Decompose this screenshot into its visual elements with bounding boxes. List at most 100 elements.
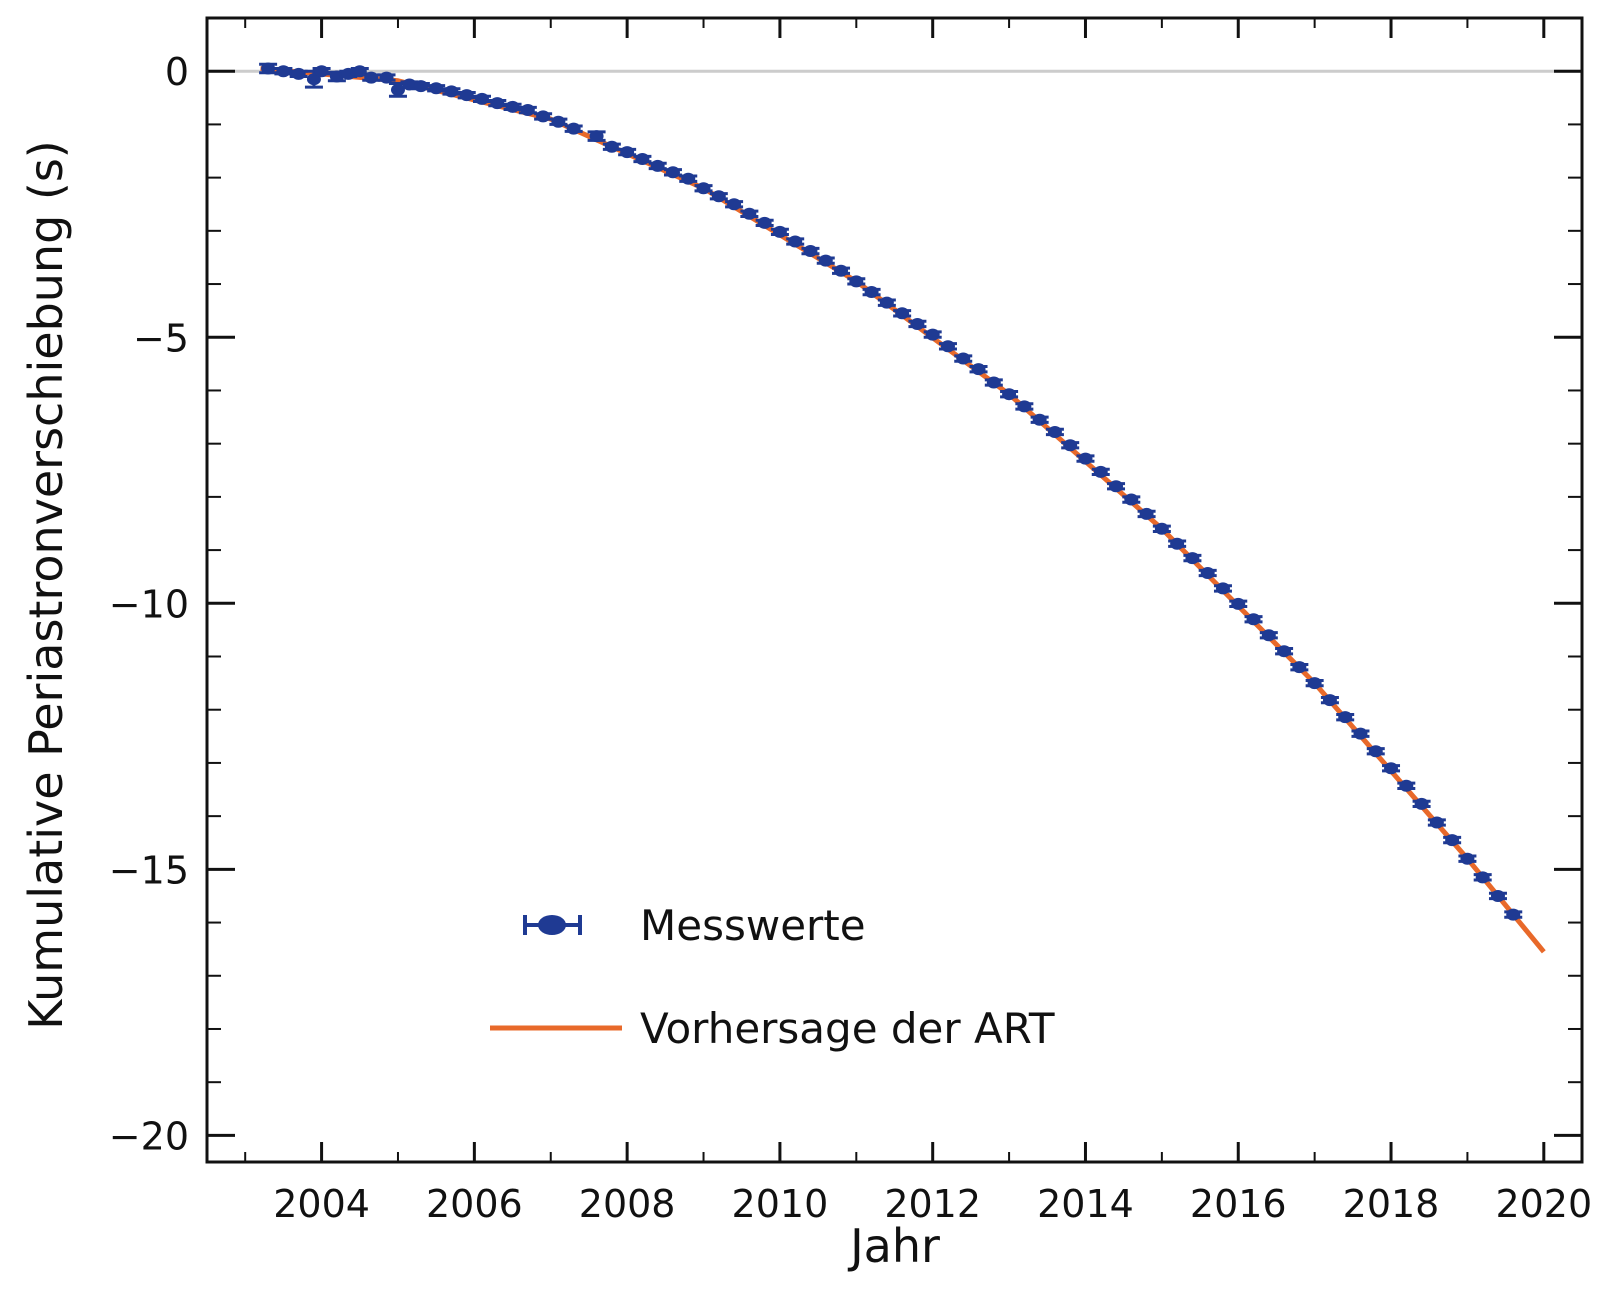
data-point-marker [849, 275, 864, 288]
data-point-marker [1246, 613, 1261, 626]
data-point [274, 65, 293, 78]
prediction-line-layer [260, 66, 1546, 954]
x-tick-label: 2006 [426, 1182, 523, 1226]
data-point [1351, 727, 1370, 740]
y-tick-label: 0 [165, 50, 189, 94]
data-point-marker [1292, 661, 1307, 674]
data-point [1336, 711, 1355, 724]
data-point [893, 307, 912, 320]
data-point [1290, 661, 1309, 674]
data-point-marker [727, 198, 742, 211]
x-tick-label: 2016 [1190, 1182, 1287, 1226]
data-point-marker [925, 328, 940, 341]
data-point-marker [1490, 889, 1505, 902]
data-point-marker [940, 340, 955, 353]
data-point-marker [635, 153, 650, 166]
x-tick-label: 2020 [1495, 1182, 1592, 1226]
data-point-marker [1185, 552, 1200, 565]
data-point [1366, 745, 1385, 758]
data-point-marker [1124, 493, 1139, 506]
data-point-marker [757, 216, 772, 229]
data-point-marker [956, 352, 971, 365]
data-point [1259, 629, 1278, 642]
data-point-marker [1414, 797, 1429, 810]
data-point [770, 225, 789, 238]
data-point-marker [620, 146, 635, 159]
data-point [1198, 566, 1217, 579]
data-point [362, 71, 381, 84]
legend-item-measurements: Messwerte [523, 901, 866, 950]
data-point [1488, 889, 1507, 902]
legend-marker-dot [538, 915, 566, 935]
data-point-marker [1353, 727, 1368, 740]
data-point [755, 216, 774, 229]
data-point [1061, 439, 1080, 452]
data-point [1275, 645, 1294, 658]
y-tick-label: −15 [109, 848, 189, 892]
data-point-marker [1063, 439, 1078, 452]
data-point-marker [1429, 816, 1444, 829]
data-point-marker [788, 235, 803, 248]
data-point [1473, 871, 1492, 884]
data-point-marker [665, 166, 680, 179]
data-point [289, 67, 308, 80]
data-point [312, 65, 331, 78]
data-point [1137, 507, 1156, 520]
data-point-marker [1109, 480, 1124, 493]
data-point [1382, 762, 1401, 775]
data-point-marker [1460, 852, 1475, 865]
data-point [847, 275, 866, 288]
data-point [725, 198, 744, 211]
data-point-marker [1032, 413, 1047, 426]
data-point [1030, 413, 1049, 426]
data-point [488, 97, 507, 110]
data-point [1152, 522, 1171, 535]
data-point-marker [475, 92, 489, 105]
data-point-marker [551, 115, 566, 128]
data-point [1320, 694, 1339, 707]
data-point-marker [696, 182, 711, 195]
data-point-marker [566, 122, 581, 135]
data-point-marker [711, 190, 726, 203]
data-point [1412, 797, 1431, 810]
data-point [1091, 465, 1110, 478]
plot-frame [205, 16, 1584, 1164]
y-tick-label: −20 [109, 1114, 189, 1158]
data-point-marker [1368, 745, 1383, 758]
data-point [534, 110, 553, 123]
prediction-line [260, 66, 1546, 954]
data-point [457, 89, 476, 102]
data-point-marker [1322, 694, 1337, 707]
data-point-marker [895, 307, 910, 320]
data-point-marker [1078, 452, 1093, 465]
data-point-marker [306, 73, 321, 86]
data-point-marker [1399, 779, 1414, 792]
data-point-marker [864, 286, 879, 299]
data-point-marker [1215, 582, 1230, 595]
data-point [984, 376, 1003, 389]
x-tick-label: 2008 [579, 1182, 676, 1226]
data-point [442, 85, 461, 98]
data-point [969, 363, 988, 376]
data-point [339, 67, 358, 80]
data-point-marker [429, 82, 444, 95]
legend-label-prediction: Vorhersage der ART [640, 1004, 1055, 1053]
data-point [602, 140, 621, 153]
data-point-marker [803, 245, 818, 258]
data-point [1305, 677, 1324, 690]
data-point-marker [681, 172, 696, 185]
y-tick-label: −5 [133, 316, 189, 360]
data-point [938, 340, 957, 353]
data-point-marker [1261, 629, 1276, 642]
data-point [832, 264, 851, 277]
data-point [709, 190, 728, 203]
data-point-marker [1047, 425, 1062, 438]
data-point-marker [341, 67, 356, 80]
data-point-marker [1307, 677, 1322, 690]
x-tick-label: 2012 [884, 1182, 981, 1226]
data-point-marker [1475, 871, 1490, 884]
data-point [411, 80, 430, 93]
data-point-marker [1002, 388, 1017, 401]
data-point-marker [604, 140, 619, 153]
